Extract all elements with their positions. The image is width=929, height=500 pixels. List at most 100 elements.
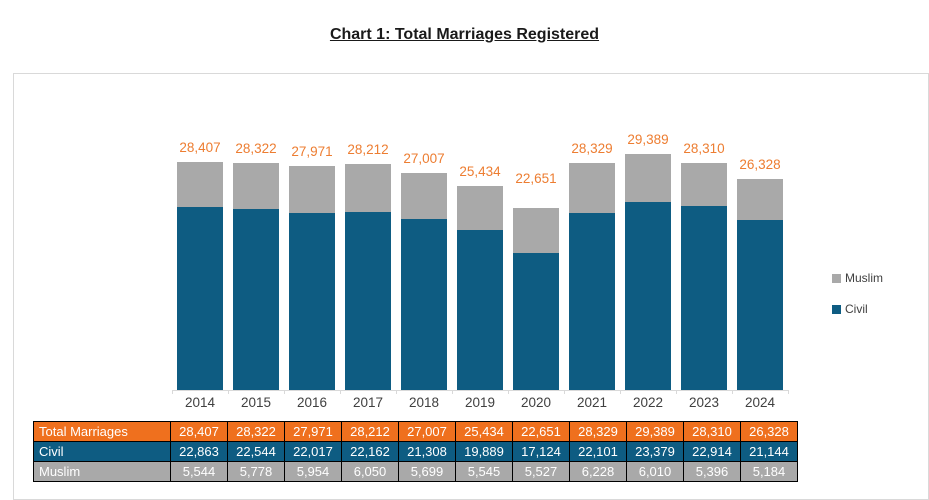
table-cell: 26,328 [740, 421, 798, 442]
table-cell: 19,889 [455, 441, 513, 462]
x-axis-tick [620, 390, 621, 394]
bar-segment-muslim [177, 162, 223, 207]
x-axis-label: 2017 [352, 395, 384, 410]
bar-total-label: 27,007 [403, 151, 445, 166]
bar-total-label: 25,434 [459, 164, 501, 179]
table-cell: 6,010 [626, 461, 684, 482]
bar-segment-muslim [233, 163, 279, 209]
x-axis-label: 2015 [240, 395, 272, 410]
chart-title: Chart 1: Total Marriages Registered [329, 26, 600, 43]
legend-label: Muslim [845, 271, 883, 285]
table-cell: 6,050 [341, 461, 399, 482]
legend: Muslim Civil [832, 271, 883, 333]
table-cell: 5,396 [683, 461, 741, 482]
legend-swatch-icon [832, 304, 841, 314]
bar-segment-muslim [401, 173, 447, 219]
table-row-muslim: Muslim 5,544 5,778 5,954 6,050 5,699 5,545 5,52… [33, 461, 798, 482]
x-axis-line [172, 390, 789, 391]
bar-segment-muslim [289, 166, 335, 213]
bar-segment-muslim [457, 186, 503, 230]
x-axis-label: 2014 [184, 395, 216, 410]
table-cell: 5,778 [227, 461, 285, 482]
bar-segment-muslim [345, 164, 391, 212]
x-axis-tick [452, 390, 453, 394]
x-axis-tick [508, 390, 509, 394]
table-cell: 23,379 [626, 441, 684, 462]
x-axis-label: 2022 [632, 395, 664, 410]
x-axis-label: 2020 [520, 395, 552, 410]
x-axis-label: 2019 [464, 395, 496, 410]
table-cell: 5,184 [740, 461, 798, 482]
bar-segment-civil [233, 209, 279, 390]
table-cell: 21,308 [398, 441, 456, 462]
table-cell: 22,914 [683, 441, 741, 462]
table-cell: 28,310 [683, 421, 741, 442]
x-axis-tick [284, 390, 285, 394]
bar-total-label: 28,329 [571, 141, 613, 156]
table-cell: 5,954 [284, 461, 342, 482]
table-cell: 5,544 [170, 461, 228, 482]
x-axis-label: 2021 [576, 395, 608, 410]
bar-total-label: 26,328 [739, 157, 781, 172]
bar-segment-civil [289, 213, 335, 390]
table-row-civil: Civil 22,863 22,544 22,017 22,162 21,308 19,88… [33, 441, 798, 462]
table-cell: 22,162 [341, 441, 399, 462]
table-row-total-marriages: Total Marriages 28,407 28,322 27,971 28,212 2… [33, 421, 798, 442]
table-cell: 22,101 [569, 441, 627, 462]
table-cell: 28,212 [341, 421, 399, 442]
table-cell: 22,651 [512, 421, 570, 442]
x-axis-tick [564, 390, 565, 394]
table-row-header: Muslim [33, 461, 171, 482]
bar-total-label: 22,651 [515, 171, 557, 186]
x-axis-tick [340, 390, 341, 394]
legend-swatch-icon [832, 273, 841, 283]
table-cell: 5,527 [512, 461, 570, 482]
table-cell: 22,544 [227, 441, 285, 462]
bar-total-label: 28,310 [683, 141, 725, 156]
table-cell: 28,407 [170, 421, 228, 442]
x-axis-tick [228, 390, 229, 394]
x-axis-label: 2018 [408, 395, 440, 410]
bar-segment-civil [177, 207, 223, 390]
table-cell: 22,017 [284, 441, 342, 462]
table-cell: 28,322 [227, 421, 285, 442]
table-cell: 28,329 [569, 421, 627, 442]
table-cell: 5,699 [398, 461, 456, 482]
bar-segment-muslim [569, 163, 615, 213]
bar-segment-civil [345, 212, 391, 390]
table-cell: 17,124 [512, 441, 570, 462]
bar-total-label: 28,407 [179, 140, 221, 155]
x-axis-tick [396, 390, 397, 394]
bar-segment-civil [513, 253, 559, 390]
bar-segment-muslim [513, 208, 559, 253]
table-cell: 27,007 [398, 421, 456, 442]
data-table: Total Marriages 28,407 28,322 27,971 28,212 2… [33, 421, 798, 482]
table-cell: 25,434 [455, 421, 513, 442]
x-axis-tick [788, 390, 789, 394]
x-axis-label: 2023 [688, 395, 720, 410]
table-cell: 29,389 [626, 421, 684, 442]
legend-item-muslim: Muslim [832, 271, 883, 285]
bar-segment-civil [737, 220, 783, 390]
bar-total-label: 28,212 [347, 142, 389, 157]
table-row-header: Total Marriages [33, 421, 171, 442]
bar-total-label: 27,971 [291, 144, 333, 159]
legend-item-civil: Civil [832, 302, 883, 316]
bar-segment-muslim [625, 154, 671, 202]
bar-segment-civil [569, 213, 615, 390]
table-cell: 27,971 [284, 421, 342, 442]
x-axis-label: 2024 [744, 395, 776, 410]
x-axis-tick [172, 390, 173, 394]
bar-total-label: 28,322 [235, 141, 277, 156]
bar-total-label: 29,389 [627, 132, 669, 147]
x-axis-tick [676, 390, 677, 394]
x-axis-tick [732, 390, 733, 394]
table-cell: 6,228 [569, 461, 627, 482]
bar-segment-civil [401, 219, 447, 390]
table-cell: 21,144 [740, 441, 798, 462]
table-cell: 5,545 [455, 461, 513, 482]
bar-segment-civil [625, 202, 671, 390]
table-cell: 22,863 [170, 441, 228, 462]
bar-segment-civil [681, 206, 727, 390]
